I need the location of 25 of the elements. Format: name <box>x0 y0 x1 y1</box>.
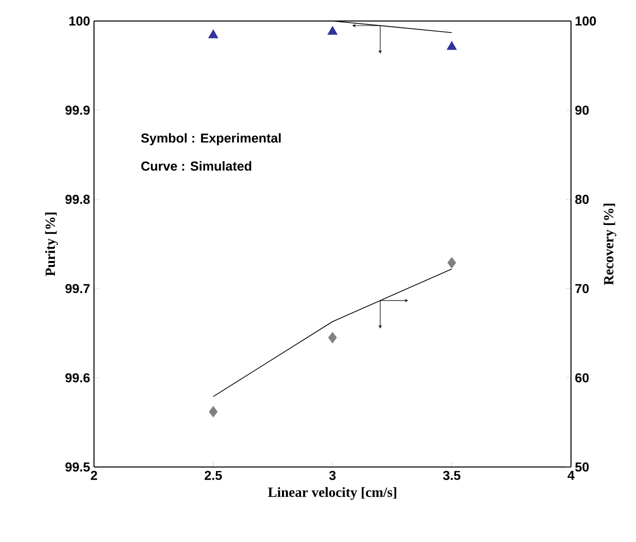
x-tick-label: 2.5 <box>204 470 222 480</box>
point <box>209 406 218 418</box>
annotation: Symbol : Experimental <box>141 133 281 146</box>
point <box>448 257 456 268</box>
y-tick-label: 99.5 <box>65 462 90 472</box>
y2-tick-label: 100 <box>576 16 596 26</box>
y2-axis-title: Recovery [%] <box>604 204 616 286</box>
annotation: Curve : Simulated <box>141 161 252 171</box>
y-tick-label: 99.9 <box>65 106 90 115</box>
y2-tick-label: 90 <box>575 106 589 115</box>
y-axis-title: Purity [%] <box>45 212 58 276</box>
x-tick-label: 2 <box>90 470 98 480</box>
y2-tick-label: 60 <box>575 373 589 382</box>
x-tick-label: 3.5 <box>443 470 460 480</box>
x-axis-title: Linear velocity [cm/s] <box>268 487 396 500</box>
y2-tick-label: 80 <box>575 194 589 204</box>
y2-tick-label: 50 <box>575 462 589 472</box>
x-tick-label: 4 <box>568 470 575 480</box>
x-tick-label: 3 <box>329 470 336 480</box>
y-tick-label: 100 <box>69 16 90 26</box>
point <box>328 332 337 344</box>
y-tick-label: 99.6 <box>65 373 90 382</box>
y2-tick-label: 70 <box>575 284 589 294</box>
y-tick-label: 99.8 <box>65 194 90 204</box>
y-tick-label: 99.7 <box>65 284 90 294</box>
